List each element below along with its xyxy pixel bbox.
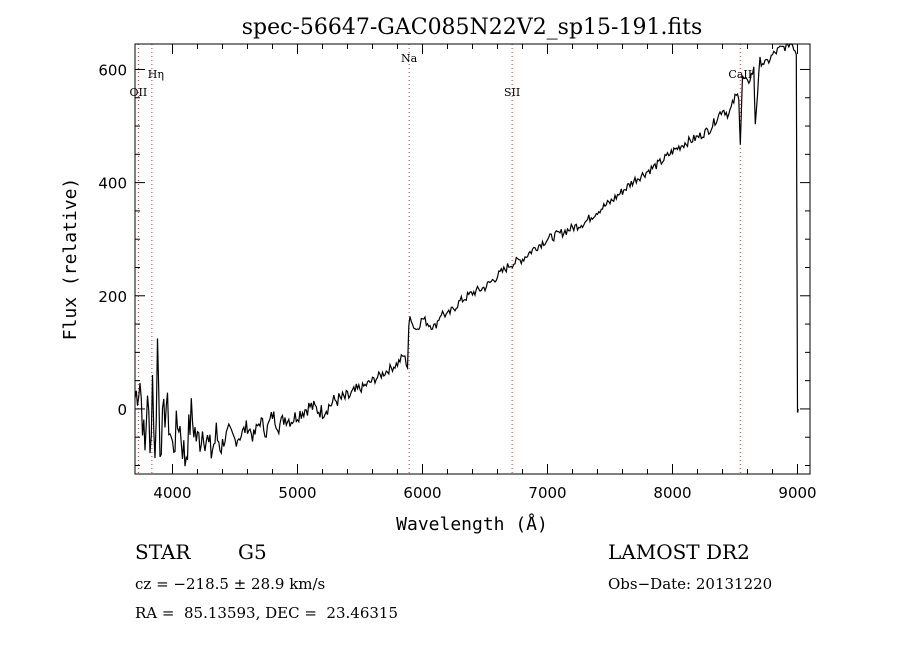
chart-title: spec-56647-GAC085N22V2_sp15-191.fits bbox=[242, 15, 703, 40]
survey-label: LAMOST DR2 bbox=[608, 540, 750, 564]
x-tick-label: 6000 bbox=[403, 484, 441, 502]
x-tick-label: 5000 bbox=[278, 484, 316, 502]
y-axis-label: Flux (relative) bbox=[60, 178, 81, 341]
x-tick-label: 9000 bbox=[778, 484, 816, 502]
spectral-line-label: OII bbox=[130, 86, 148, 99]
velocity-text: cz = −218.5 ± 28.9 km/s bbox=[135, 575, 326, 593]
y-tick-label: 600 bbox=[98, 61, 127, 79]
subclass-label: G5 bbox=[238, 540, 267, 564]
obs-date-text: Obs−Date: 20131220 bbox=[608, 575, 773, 593]
spectral-line-label: Hη bbox=[148, 68, 164, 81]
x-tick-label: 7000 bbox=[528, 484, 566, 502]
y-tick-label: 0 bbox=[117, 401, 127, 419]
x-axis-label: Wavelength (Å) bbox=[396, 513, 548, 535]
coordinates-text: RA = 85.13593, DEC = 23.46315 bbox=[135, 604, 399, 622]
y-tick-label: 200 bbox=[98, 288, 127, 306]
class-label: STAR bbox=[135, 540, 191, 564]
spectral-line-label: CaII bbox=[728, 68, 752, 81]
spectral-line-label: SII bbox=[504, 86, 520, 99]
x-tick-label: 8000 bbox=[653, 484, 691, 502]
x-tick-label: 4000 bbox=[153, 484, 191, 502]
spectral-line-label: Na bbox=[401, 52, 418, 65]
y-tick-label: 400 bbox=[98, 175, 127, 193]
spectrum-line bbox=[134, 43, 799, 467]
plot-frame bbox=[134, 43, 811, 475]
